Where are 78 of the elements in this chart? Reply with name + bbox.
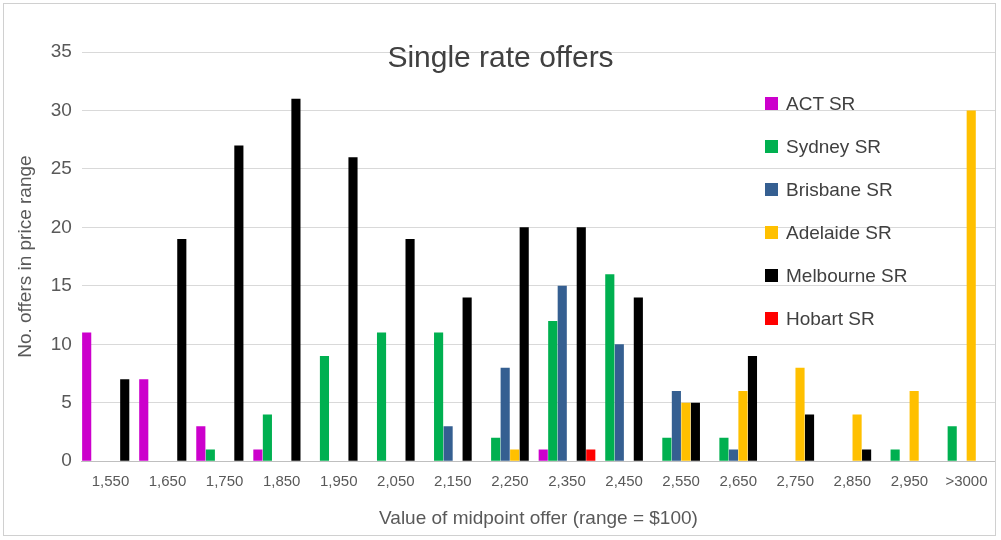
bar [671,391,681,461]
bar [519,227,529,461]
bar [510,449,520,461]
x-tick-label: 2,850 [833,472,872,490]
legend-label: Melbourne SR [786,264,908,287]
bar [909,391,919,461]
bar [633,297,643,461]
bar [662,437,672,461]
x-tick-label: 2,050 [377,472,415,490]
x-tick-label: 2,350 [548,472,586,490]
bar [557,285,567,461]
x-axis-title: Value of midpoint offer (range = $100) [379,506,698,528]
bar [614,344,624,461]
x-tick-label: 2,950 [890,472,929,490]
bar [681,402,691,461]
bar [205,449,215,461]
y-tick-label: 35 [50,40,72,62]
x-tick-label: 2,250 [491,472,529,490]
y-tick-label: 10 [50,332,72,354]
bar [728,449,739,461]
bar [862,449,872,461]
legend-label: Hobart SR [786,307,875,330]
chart-title: Single rate offers [387,40,614,73]
x-tick-label: 2,750 [776,472,815,490]
bar [795,367,805,461]
bar [690,402,700,461]
legend-label: ACT SR [786,92,856,115]
bar [586,449,596,461]
bar [434,332,444,461]
bar [82,332,92,461]
bar [120,379,130,461]
bar [291,98,301,461]
bar [196,426,206,461]
x-tick-label: 1,950 [319,472,358,490]
bar [500,367,510,461]
bar [947,426,957,461]
x-tick-label: 1,850 [262,472,301,490]
bar [177,239,187,461]
bar [966,110,976,461]
x-tick-label: 1,650 [148,472,187,490]
legend-label: Brisbane SR [786,178,893,201]
y-tick-label: 15 [50,274,72,296]
x-tick-label: 2,650 [719,472,757,490]
bar [605,274,615,461]
x-tick-label: 2,550 [662,472,700,490]
y-tick-label: 5 [61,390,72,412]
bar [538,449,548,461]
x-tick-label: 1,550 [91,472,130,490]
y-tick-label: 20 [50,215,72,237]
x-tick-label: 2,450 [605,472,643,490]
y-tick-label: 30 [50,98,72,120]
y-axis-title: No. offers in price range [13,155,35,358]
x-tick-label: >3000 [945,472,988,490]
bar [234,145,244,461]
x-tick-label: 2,150 [434,472,472,490]
y-tick-label: 0 [61,449,72,471]
bar [747,355,758,461]
bar [738,391,748,461]
bar [443,426,453,461]
bar [253,449,263,461]
bar [576,227,586,461]
bar [462,297,472,461]
bar [405,239,415,461]
bar [348,157,358,461]
bar [262,414,272,461]
bar [319,355,330,461]
x-tick-label: 1,750 [205,472,244,490]
bar [852,414,862,461]
bar [890,449,900,461]
bar [139,379,149,461]
y-tick-label: 25 [50,157,72,179]
bar [491,437,501,461]
legend-label: Sydney SR [786,135,882,158]
bar [719,437,729,461]
legend-label: Adelaide SR [786,221,892,244]
bar [548,320,558,461]
bar [376,332,387,461]
bar [804,414,815,461]
